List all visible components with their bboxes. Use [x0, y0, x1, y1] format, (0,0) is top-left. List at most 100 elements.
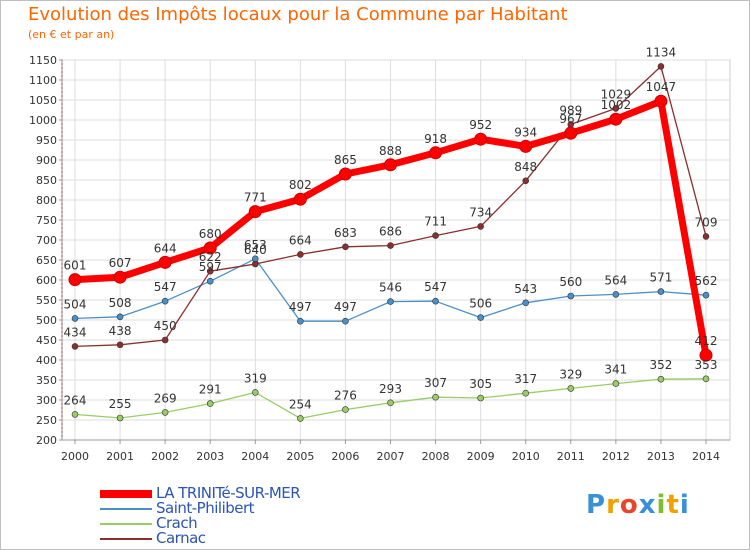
data-label: 989: [559, 103, 582, 117]
logo-letter: r: [606, 490, 620, 520]
data-point: [293, 192, 307, 206]
data-label: 571: [649, 271, 672, 285]
data-label: 771: [244, 191, 267, 205]
y-tick-label: 900: [36, 154, 57, 167]
data-label: 434: [64, 325, 87, 339]
data-point: [477, 314, 484, 321]
logo-letter: t: [666, 490, 680, 520]
legend-swatch-la-trinite: [100, 489, 152, 498]
data-point: [206, 277, 214, 285]
y-tick-label: 950: [36, 134, 57, 147]
data-label: 543: [514, 282, 537, 296]
data-label: 547: [424, 280, 447, 294]
data-label: 450: [154, 319, 177, 333]
data-label: 506: [469, 297, 492, 311]
data-point: [474, 132, 488, 146]
legend-item-la-trinite: LA TRINITé-SUR-MER: [100, 486, 301, 501]
data-label: 711: [424, 215, 447, 229]
logo-letter: x: [638, 490, 657, 520]
x-tick-label: 2004: [241, 450, 269, 463]
data-point: [116, 313, 124, 321]
x-tick-label: 2007: [377, 450, 405, 463]
data-label: 353: [695, 358, 718, 372]
y-tick-label: 400: [36, 354, 57, 367]
data-point: [522, 177, 530, 185]
data-point: [116, 341, 124, 349]
data-label: 497: [289, 300, 312, 314]
data-point: [522, 299, 530, 307]
x-tick-label: 2012: [602, 450, 630, 463]
data-label: 305: [469, 377, 492, 391]
y-tick-label: 250: [36, 414, 57, 427]
data-label: 686: [379, 225, 402, 239]
data-label: 952: [469, 118, 492, 132]
data-point: [206, 267, 214, 275]
data-point: [297, 251, 304, 258]
data-label: 562: [695, 274, 718, 288]
data-point: [702, 233, 710, 240]
x-tick-label: 2002: [151, 450, 179, 463]
data-label: 640: [244, 243, 267, 257]
data-point: [71, 315, 79, 322]
x-tick-label: 2009: [467, 450, 495, 463]
legend-label-saint-philibert: Saint-Philibert: [156, 499, 255, 517]
x-tick-label: 2014: [692, 450, 720, 463]
data-point: [702, 375, 710, 383]
x-tick-label: 2010: [512, 450, 540, 463]
data-point: [432, 393, 439, 401]
logo-letter: i: [679, 490, 690, 520]
data-label: 848: [514, 160, 537, 174]
data-point: [297, 317, 304, 325]
x-tick-label: 2006: [331, 450, 359, 463]
legend-label-carnac: Carnac: [156, 529, 206, 547]
data-label: 683: [334, 226, 357, 240]
data-point: [384, 158, 397, 172]
y-tick-label: 1100: [29, 74, 57, 87]
data-point: [113, 270, 127, 284]
x-tick-label: 2000: [61, 450, 89, 463]
data-label: 546: [379, 281, 402, 295]
chart-legend: LA TRINITé-SUR-MER Saint-Philibert Crach…: [100, 486, 301, 547]
data-label: 934: [514, 125, 537, 139]
data-point: [477, 223, 484, 230]
data-label: 1134: [646, 45, 677, 59]
y-tick-label: 550: [36, 294, 57, 307]
data-point: [702, 291, 710, 299]
data-point: [342, 243, 349, 251]
data-point: [657, 63, 665, 70]
data-label: 888: [379, 144, 402, 158]
data-label: 412: [695, 334, 718, 348]
data-point: [657, 288, 665, 295]
data-label: 319: [244, 371, 267, 385]
x-tick-label: 2003: [196, 450, 224, 463]
data-label: 734: [469, 205, 492, 219]
legend-swatch-carnac: [100, 537, 152, 540]
data-label: 865: [334, 153, 357, 167]
y-tick-label: 500: [36, 314, 57, 327]
y-tick-label: 1000: [29, 114, 57, 127]
data-label: 653: [244, 238, 267, 252]
data-label: 352: [649, 358, 672, 372]
data-label: 1029: [601, 87, 632, 101]
data-label: 601: [64, 259, 87, 273]
data-point: [654, 94, 668, 108]
logo-letter: i: [656, 490, 667, 520]
data-point: [387, 399, 394, 407]
data-point: [612, 291, 620, 298]
data-point: [387, 242, 394, 249]
data-label: 967: [559, 112, 582, 126]
y-tick-label: 700: [36, 234, 57, 247]
data-label: 329: [559, 367, 582, 381]
data-point: [567, 385, 575, 392]
data-label: 564: [604, 273, 627, 287]
data-label: 255: [109, 397, 132, 411]
data-label: 597: [199, 260, 222, 274]
data-label: 438: [109, 324, 132, 338]
data-label: 1047: [646, 80, 677, 94]
x-tick-label: 2001: [106, 450, 134, 463]
chart-title: Evolution des Impôts locaux pour la Comm…: [28, 4, 568, 25]
y-tick-label: 200: [36, 434, 57, 447]
data-label: 269: [154, 391, 177, 405]
legend-swatch-crach: [100, 522, 152, 525]
legend-swatch-saint-philibert: [100, 507, 152, 510]
